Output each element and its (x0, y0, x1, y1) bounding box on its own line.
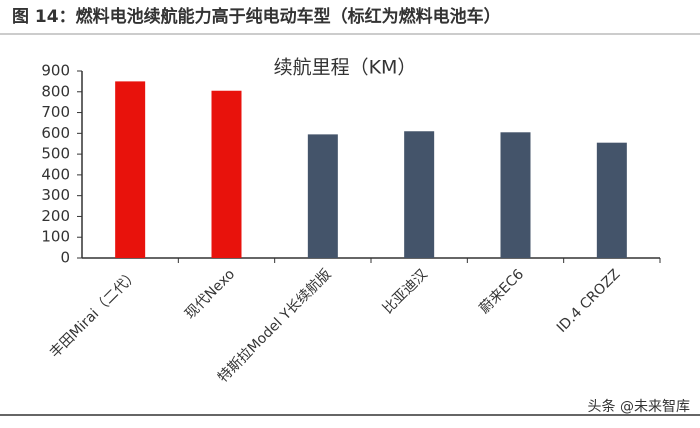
bar (596, 142, 627, 258)
x-tick-label: 现代Nexo (182, 266, 238, 322)
y-tick-label: 700 (41, 103, 70, 121)
y-tick-label: 200 (41, 207, 70, 225)
x-tick-label: 蔚来EC6 (477, 266, 528, 317)
bar (307, 134, 338, 258)
y-tick-label: 300 (41, 186, 70, 204)
bar (115, 81, 146, 258)
x-tick-label: 丰田Mirai（二代） (47, 266, 142, 361)
x-tick-label: ID.4 CROZZ (554, 266, 624, 336)
y-tick-label: 600 (41, 124, 70, 142)
bar (211, 90, 242, 258)
bar (500, 132, 531, 258)
y-tick-label: 900 (41, 62, 70, 80)
y-tick-label: 100 (41, 228, 70, 246)
y-tick-label: 0 (60, 249, 70, 267)
y-tick-label: 400 (41, 165, 70, 183)
x-tick-label: 比亚迪汉 (380, 266, 431, 317)
chart-title: 续航里程（KM） (274, 57, 417, 79)
figure-caption: 图 14：燃料电池续航能力高于纯电动车型（标红为燃料电池车） (12, 6, 501, 27)
x-tick-label: 特斯拉Model Y长续航版 (214, 266, 334, 386)
y-tick-label: 500 (41, 145, 70, 163)
watermark: 头条 @未来智库 (588, 398, 690, 415)
bar (404, 131, 435, 258)
y-tick-label: 800 (41, 82, 70, 100)
